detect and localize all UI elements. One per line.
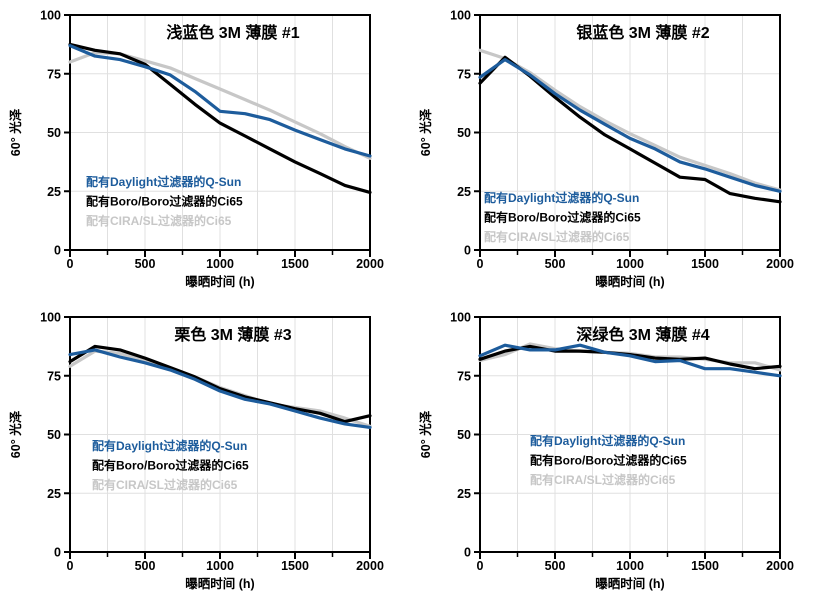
x-tick-label: 500 [135, 257, 156, 271]
x-tick-label: 500 [545, 257, 566, 271]
plot-border [479, 316, 781, 553]
y-axis-label: 60° 光泽 [418, 410, 433, 458]
chart-canvas: 0 500 1000 1500 2000 0 25 50 75 100 深绿色 3M 薄膜 #4 配有… [418, 311, 794, 592]
y-tick-label: 0 [464, 546, 471, 560]
x-axis-label: 曝晒时间 (h) [185, 274, 254, 289]
y-tick-label: 100 [450, 311, 471, 325]
legend-item-qsun-daylight: 配有Daylight过滤器的Q-Sun [484, 190, 639, 205]
legend-item-qsun-daylight: 配有Daylight过滤器的Q-Sun [92, 438, 247, 453]
y-axis-label: 60° 光泽 [418, 108, 433, 156]
y-tick-label: 25 [47, 487, 61, 501]
y-tick-label: 50 [457, 126, 471, 140]
chart-title: 银蓝色 3M 薄膜 #2 [576, 23, 709, 42]
series-line-qsun-daylight [68, 43, 372, 158]
x-axis-label: 曝晒时间 (h) [185, 576, 254, 591]
y-tick-label: 50 [457, 428, 471, 442]
y-axis-label: 60° 光泽 [8, 108, 23, 156]
x-tick-label: 2000 [766, 257, 794, 271]
legend-item-ci65-cira: 配有CIRA/SL过滤器的Ci65 [92, 477, 238, 492]
y-tick-label: 50 [47, 428, 61, 442]
y-tick-label: 0 [54, 244, 61, 258]
legend-item-ci65-cira: 配有CIRA/SL过滤器的Ci65 [530, 472, 676, 487]
x-tick-label: 1000 [206, 257, 234, 271]
x-axis-label: 曝晒时间 (h) [595, 576, 664, 591]
legend-item-ci65-boro: 配有Boro/Boro过滤器的Ci65 [484, 210, 641, 225]
legend-item-ci65-cira: 配有CIRA/SL过滤器的Ci65 [86, 213, 232, 228]
series-line-ci65-cira [478, 48, 782, 192]
y-tick-label: 100 [40, 9, 61, 23]
y-tick-label: 0 [464, 244, 471, 258]
y-tick-label: 0 [54, 546, 61, 560]
y-tick-label: 75 [47, 369, 61, 383]
y-tick-label: 100 [40, 311, 61, 325]
legend-item-qsun-daylight: 配有Daylight过滤器的Q-Sun [530, 433, 685, 448]
chart-canvas: 0 500 1000 1500 2000 0 25 50 75 100 银蓝色 3M 薄膜 #2 配有… [418, 9, 794, 290]
x-tick-label: 0 [67, 257, 74, 271]
y-axis-label: 60° 光泽 [8, 410, 23, 458]
x-tick-label: 1000 [616, 257, 644, 271]
x-tick-label: 1500 [281, 559, 309, 573]
chart-film-1-light-blue: 0 500 1000 1500 2000 0 25 50 75 100 浅蓝色 3M 薄膜 #1 配有… [0, 0, 410, 300]
x-tick-label: 0 [67, 559, 74, 573]
chart-film-3-maroon: 0 500 1000 1500 2000 0 25 50 75 100 栗色 3M 薄膜 #3 配有D… [0, 302, 410, 602]
y-tick-label: 25 [457, 185, 471, 199]
legend-item-ci65-boro: 配有Boro/Boro过滤器的Ci65 [86, 194, 243, 209]
y-tick-label: 100 [450, 9, 471, 23]
x-tick-label: 1000 [206, 559, 234, 573]
x-tick-label: 0 [477, 257, 484, 271]
plot-border [69, 316, 371, 553]
plot-border [479, 14, 781, 251]
series-line-ci65-boro [68, 42, 372, 194]
x-axis-label: 曝晒时间 (h) [595, 274, 664, 289]
chart-title: 浅蓝色 3M 薄膜 #1 [166, 23, 299, 42]
x-tick-label: 2000 [356, 257, 384, 271]
chart-film-2-silver-blue: 0 500 1000 1500 2000 0 25 50 75 100 银蓝色 3M 薄膜 #2 配有… [410, 0, 820, 300]
legend-item-ci65-boro: 配有Boro/Boro过滤器的Ci65 [530, 453, 687, 468]
chart-title: 深绿色 3M 薄膜 #4 [576, 325, 709, 344]
y-tick-label: 75 [47, 67, 61, 81]
series-line-ci65-boro [68, 344, 372, 424]
legend-item-qsun-daylight: 配有Daylight过滤器的Q-Sun [86, 174, 241, 189]
chart-canvas: 0 500 1000 1500 2000 0 25 50 75 100 栗色 3M 薄膜 #3 配有D… [8, 311, 384, 592]
y-tick-label: 25 [47, 185, 61, 199]
legend-item-ci65-cira: 配有CIRA/SL过滤器的Ci65 [484, 229, 630, 244]
x-tick-label: 1500 [691, 257, 719, 271]
y-tick-label: 25 [457, 487, 471, 501]
y-tick-label: 50 [47, 126, 61, 140]
y-tick-label: 75 [457, 369, 471, 383]
x-tick-label: 1500 [691, 559, 719, 573]
x-tick-label: 1500 [281, 257, 309, 271]
chart-canvas: 0 500 1000 1500 2000 0 25 50 75 100 浅蓝色 3M 薄膜 #1 配有… [8, 9, 384, 290]
chart-film-4-dark-green: 0 500 1000 1500 2000 0 25 50 75 100 深绿色 3M 薄膜 #4 配有… [410, 302, 820, 602]
y-tick-label: 75 [457, 67, 471, 81]
x-tick-label: 500 [135, 559, 156, 573]
chart-title: 栗色 3M 薄膜 #3 [174, 325, 291, 344]
legend-item-ci65-boro: 配有Boro/Boro过滤器的Ci65 [92, 458, 249, 473]
x-tick-label: 2000 [766, 559, 794, 573]
x-tick-label: 1000 [616, 559, 644, 573]
x-tick-label: 500 [545, 559, 566, 573]
plot-border [69, 14, 371, 251]
x-tick-label: 0 [477, 559, 484, 573]
series-line-qsun-daylight [478, 343, 782, 378]
series-line-qsun-daylight [478, 57, 782, 193]
x-tick-label: 2000 [356, 559, 384, 573]
series-line-qsun-daylight [68, 348, 372, 430]
